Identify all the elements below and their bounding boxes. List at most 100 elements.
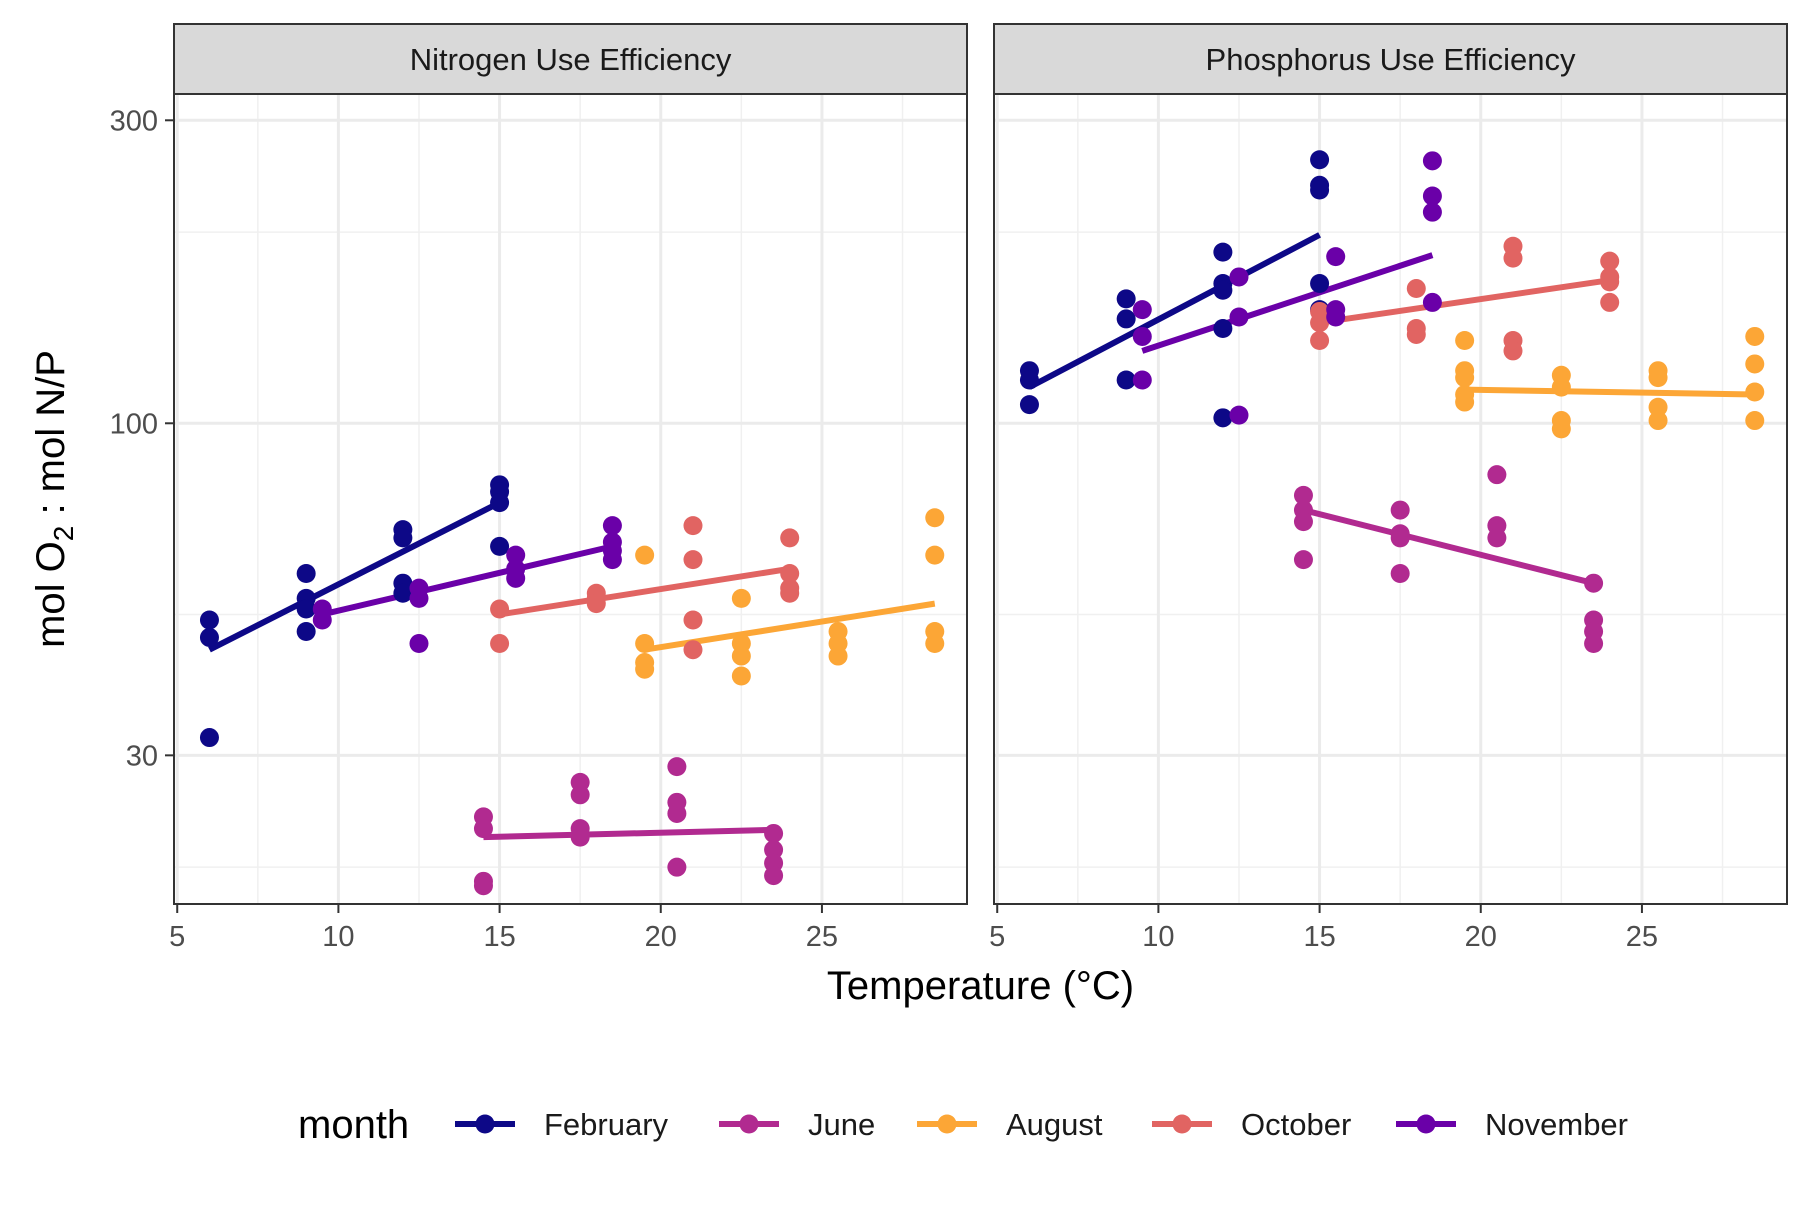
data-point-october — [780, 583, 800, 603]
data-point-october — [586, 594, 606, 614]
data-point-november — [1422, 292, 1442, 312]
fit-line-june — [1302, 507, 1595, 587]
data-point-february — [490, 493, 510, 513]
data-point-february — [1213, 242, 1233, 262]
data-point-february — [1019, 395, 1039, 415]
data-point-february — [296, 564, 316, 584]
data-point-august — [731, 588, 751, 608]
facet-strip — [173, 23, 968, 95]
facet-strip-label: Nitrogen Use Efficiency — [410, 42, 732, 77]
data-point-november — [1229, 267, 1249, 287]
data-point-february — [490, 536, 510, 556]
legend-label-june: June — [808, 1107, 875, 1142]
data-point-june — [1584, 634, 1604, 654]
data-point-june — [1390, 528, 1410, 548]
data-point-june — [1584, 573, 1604, 593]
data-point-february — [1116, 289, 1136, 309]
data-point-june — [1293, 485, 1313, 505]
x-tick-label: 20 — [645, 921, 677, 953]
y-axis-title: mol O2 : mol N/P — [29, 350, 79, 648]
data-point-august — [1648, 368, 1668, 388]
data-point-october — [683, 610, 703, 630]
data-point-february — [1116, 370, 1136, 390]
data-point-october — [1600, 292, 1620, 312]
data-point-june — [667, 857, 687, 877]
data-point-february — [393, 528, 413, 548]
data-point-november — [602, 550, 622, 570]
data-point-august — [925, 634, 945, 654]
data-point-october — [683, 640, 703, 660]
data-point-february — [199, 610, 219, 630]
data-point-august — [1745, 411, 1765, 431]
data-point-october — [1600, 272, 1620, 292]
data-point-november — [1326, 247, 1346, 267]
legend-key-point — [937, 1114, 957, 1134]
data-point-june — [764, 866, 784, 886]
fit-line-october — [1319, 277, 1611, 326]
legend-key-point — [475, 1114, 495, 1134]
data-point-august — [828, 646, 848, 666]
data-point-november — [1422, 186, 1442, 206]
legend-label-august: August — [1006, 1107, 1103, 1142]
data-point-february — [199, 627, 219, 647]
data-point-august — [1648, 397, 1668, 417]
x-tick-label: 10 — [1142, 921, 1174, 953]
data-point-february — [1213, 280, 1233, 300]
data-point-june — [1487, 465, 1507, 485]
data-point-august — [731, 666, 751, 686]
data-point-october — [780, 528, 800, 548]
legend-key-point — [1416, 1114, 1436, 1134]
data-point-june — [667, 803, 687, 823]
legend-key-point — [739, 1114, 759, 1134]
legend-label-october: October — [1241, 1107, 1351, 1142]
fit-line-august — [1464, 386, 1755, 398]
data-point-august — [925, 508, 945, 528]
x-tick-label: 25 — [806, 921, 838, 953]
data-point-october — [1503, 341, 1523, 361]
data-point-june — [1390, 564, 1410, 584]
data-point-october — [780, 564, 800, 584]
fit-line-february — [208, 499, 501, 653]
x-tick-label: 5 — [989, 921, 1005, 953]
data-point-february — [1213, 319, 1233, 339]
fit-line-november — [321, 543, 614, 618]
x-tick-label: 20 — [1465, 921, 1497, 953]
data-point-august — [1455, 368, 1475, 388]
data-point-august — [1745, 326, 1765, 346]
data-point-november — [1422, 202, 1442, 222]
data-point-october — [1406, 279, 1426, 299]
data-point-october — [490, 634, 510, 654]
data-point-june — [1487, 528, 1507, 548]
data-point-february — [1213, 408, 1233, 428]
data-point-november — [409, 634, 429, 654]
y-tick-label: 30 — [126, 740, 158, 772]
data-point-october — [683, 516, 703, 536]
data-point-june — [473, 876, 493, 896]
fit-line-june — [483, 826, 774, 841]
data-point-june — [764, 823, 784, 843]
data-point-february — [296, 599, 316, 619]
data-point-august — [1551, 377, 1571, 397]
legend-label-february: February — [544, 1107, 669, 1142]
data-point-october — [683, 550, 703, 570]
data-point-august — [1745, 382, 1765, 402]
data-point-october — [1406, 324, 1426, 344]
data-point-august — [925, 545, 945, 565]
data-point-october — [1310, 313, 1330, 333]
data-point-november — [1422, 151, 1442, 171]
fit-line-october — [499, 565, 791, 618]
data-point-november — [1132, 300, 1152, 320]
data-point-october — [490, 599, 510, 619]
facet-strip — [993, 23, 1788, 95]
data-point-june — [1293, 550, 1313, 570]
x-tick-label: 25 — [1626, 921, 1658, 953]
panel-background — [174, 94, 967, 904]
x-tick-label: 15 — [1303, 921, 1335, 953]
x-axis-title: Temperature (°C) — [827, 964, 1134, 1008]
data-point-august — [1745, 354, 1765, 374]
data-point-february — [393, 583, 413, 603]
data-point-june — [1293, 512, 1313, 532]
data-point-august — [1551, 419, 1571, 439]
